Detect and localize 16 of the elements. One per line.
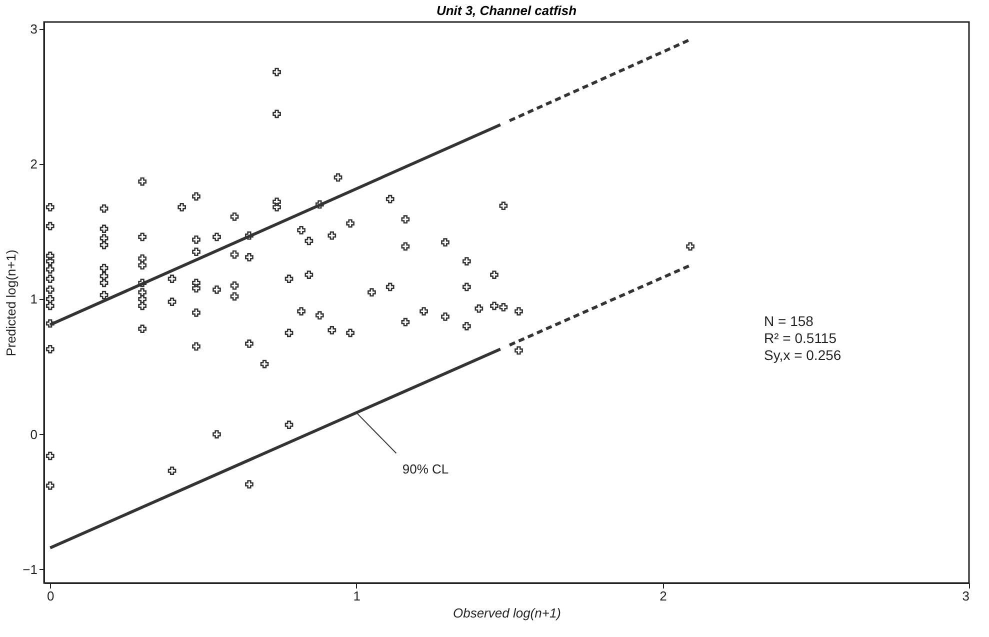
annotation: 90% CL xyxy=(402,461,449,476)
chart-title: Unit 3, Channel catfish xyxy=(436,3,577,18)
x-tick-label: 3 xyxy=(962,588,970,604)
x-tick-label: 2 xyxy=(660,588,667,604)
annotation: N = 158 xyxy=(764,313,814,329)
y-axis-title: Predicted log(n+1) xyxy=(4,250,19,356)
y-tick-label: 1 xyxy=(30,292,38,307)
x-tick-label: 0 xyxy=(47,588,54,604)
x-tick-label: 1 xyxy=(353,588,361,604)
y-tick-label: 3 xyxy=(30,21,38,36)
annotation: Sy,x = 0.256 xyxy=(764,347,842,363)
y-tick-label: 0 xyxy=(30,426,38,442)
annotation: R² = 0.5115 xyxy=(764,330,837,346)
y-tick-label: −1 xyxy=(22,562,38,577)
x-axis-title: Observed log(n+1) xyxy=(452,606,562,620)
y-tick-label: 2 xyxy=(30,156,38,172)
